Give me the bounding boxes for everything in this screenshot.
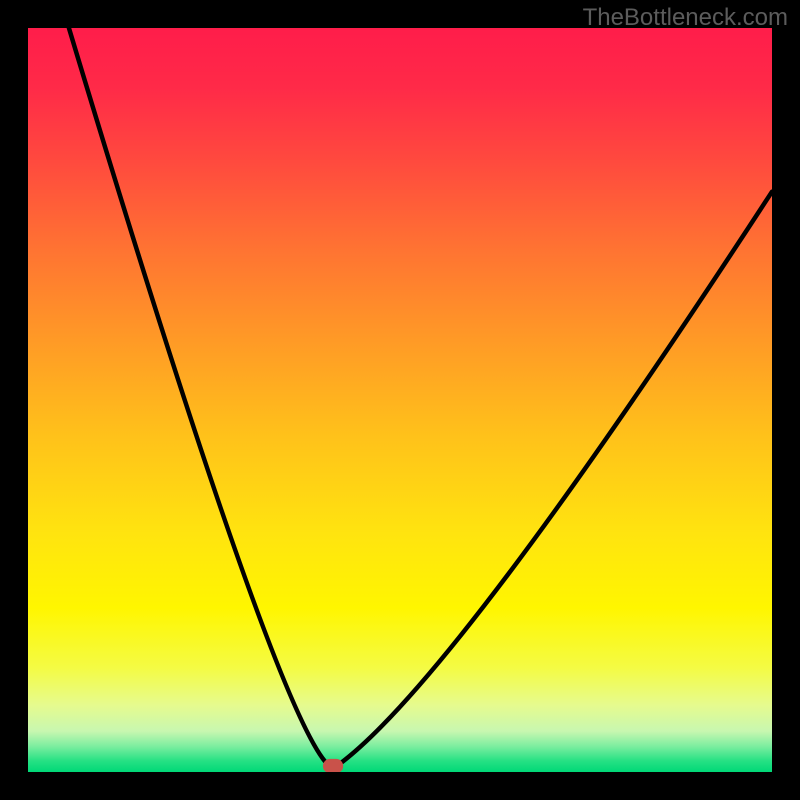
bottleneck-curve <box>0 0 800 800</box>
right-curve-branch <box>337 192 772 766</box>
bottleneck-chart-frame: TheBottleneck.com <box>0 0 800 800</box>
optimum-marker <box>323 759 342 772</box>
watermark-text: TheBottleneck.com <box>583 4 788 32</box>
left-curve-branch <box>69 28 329 766</box>
